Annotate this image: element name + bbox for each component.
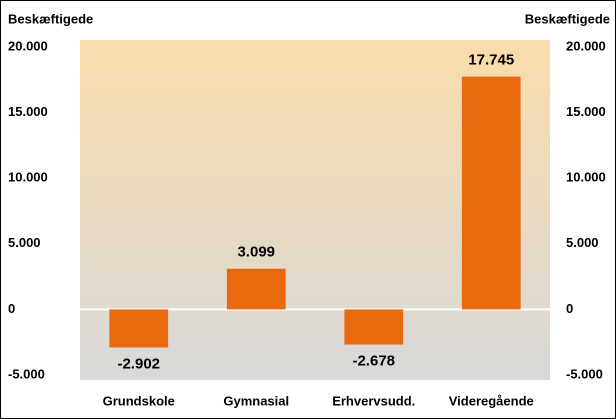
bar bbox=[461, 76, 521, 310]
x-tick-label: Videregående bbox=[449, 393, 534, 408]
y2-tick-label: 15.000 bbox=[566, 104, 606, 119]
y2-tick-label: 5.000 bbox=[566, 235, 599, 250]
y2-tick-label: -5.000 bbox=[566, 366, 603, 381]
y2-axis-label: Beskæftigede bbox=[525, 11, 610, 26]
value-label: 3.099 bbox=[237, 244, 275, 261]
bar bbox=[344, 309, 404, 345]
bar bbox=[226, 268, 286, 310]
y-tick-label: 10.000 bbox=[8, 170, 48, 185]
y-axis-label: Beskæftigede bbox=[8, 11, 93, 26]
value-label: -2.902 bbox=[117, 355, 160, 372]
value-label: 17.745 bbox=[468, 52, 514, 69]
y2-tick-label: 20.000 bbox=[566, 38, 606, 53]
bar bbox=[109, 309, 169, 348]
y-tick-label: 20.000 bbox=[8, 38, 48, 53]
x-tick-label: Gymnasial bbox=[223, 393, 289, 408]
x-tick-label: Grundskole bbox=[103, 393, 175, 408]
x-tick-label: Erhvervsudd. bbox=[332, 393, 415, 408]
y-tick-label: 0 bbox=[8, 301, 15, 316]
value-label: -2.678 bbox=[352, 353, 395, 370]
y-tick-label: 5.000 bbox=[8, 235, 41, 250]
y2-tick-label: 10.000 bbox=[566, 170, 606, 185]
y-tick-label: 15.000 bbox=[8, 104, 48, 119]
y-tick-label: -5.000 bbox=[8, 366, 45, 381]
y2-tick-label: 0 bbox=[566, 301, 573, 316]
